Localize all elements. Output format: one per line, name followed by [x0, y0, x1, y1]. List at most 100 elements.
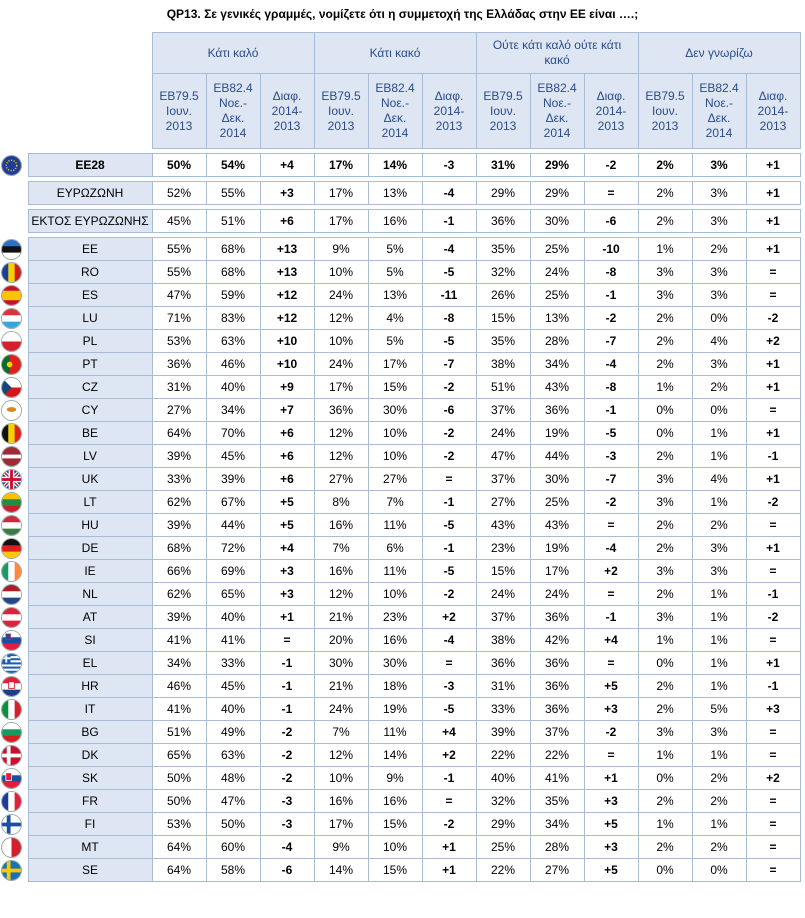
table-row: IT 41% 40% -1 24% 19% -5 33% 36% +3 2% 5% +3 — [0, 697, 801, 721]
diff-cell: +2 — [583, 559, 639, 583]
diff-cell: -4 — [259, 835, 315, 859]
table-row: LT 62% 67% +5 8% 7% -1 27% 25% -2 3% 1% -2 — [0, 490, 801, 514]
value-cell: 51% — [205, 209, 261, 233]
value-cell: 40% — [205, 605, 261, 629]
value-cell: 10% — [367, 444, 423, 468]
value-cell: 8% — [313, 490, 369, 514]
diff-cell: -7 — [583, 329, 639, 353]
diff-cell: -3 — [259, 789, 315, 813]
value-cell: 0% — [691, 306, 747, 330]
value-cell: 39% — [151, 444, 207, 468]
diff-cell: = — [745, 260, 801, 284]
value-cell: 41% — [151, 628, 207, 652]
diff-cell: +1 — [745, 153, 801, 177]
table-row: ΕΥΡΩΖΩΝΗ 52% 55% +3 17% 13% -4 29% 29% = 2% 3% +1 — [0, 181, 801, 205]
diff-cell: +6 — [259, 421, 315, 445]
value-cell: 63% — [205, 329, 261, 353]
diff-cell: +5 — [259, 513, 315, 537]
subheader-good-1: EB82.4 Νοε.- Δεκ. 2014 — [205, 73, 261, 149]
value-cell: 29% — [475, 812, 531, 836]
value-cell: 3% — [691, 536, 747, 560]
diff-cell: +1 — [745, 651, 801, 675]
value-cell: 9% — [313, 237, 369, 261]
value-cell: 3% — [691, 209, 747, 233]
diff-cell: -3 — [583, 444, 639, 468]
value-cell: 24% — [529, 582, 585, 606]
value-cell: 65% — [151, 743, 207, 767]
diff-cell: +1 — [745, 181, 801, 205]
value-cell: 27% — [151, 398, 207, 422]
value-cell: 16% — [367, 209, 423, 233]
value-cell: 63% — [205, 743, 261, 767]
lithuania-flag-icon — [1, 492, 21, 512]
row-label: PT — [27, 352, 153, 376]
value-cell: 17% — [313, 812, 369, 836]
value-cell: 3% — [691, 260, 747, 284]
denmark-flag-icon — [1, 745, 21, 765]
value-cell: 3% — [691, 153, 747, 177]
value-cell: 34% — [151, 651, 207, 675]
table-row: PL 53% 63% +10 10% 5% -5 35% 28% -7 2% 4% +2 — [0, 329, 801, 353]
value-cell: 62% — [151, 582, 207, 606]
row-label: MT — [27, 835, 153, 859]
value-cell: 2% — [637, 209, 693, 233]
value-cell: 31% — [151, 375, 207, 399]
value-cell: 1% — [691, 490, 747, 514]
value-cell: 59% — [205, 283, 261, 307]
row-label: BE — [27, 421, 153, 445]
value-cell: 36% — [529, 651, 585, 675]
diff-cell: = — [745, 283, 801, 307]
group-header-bad: Κάτι κακό — [313, 32, 477, 74]
value-cell: 1% — [691, 651, 747, 675]
value-cell: 62% — [151, 490, 207, 514]
value-cell: 64% — [151, 835, 207, 859]
value-cell: 54% — [205, 153, 261, 177]
group-header-neither: Ούτε κάτι καλό ούτε κάτι κακό — [475, 32, 639, 74]
results-table: Κάτι καλό Κάτι κακό Ούτε κάτι καλό ούτε … — [0, 32, 801, 882]
table-row: BE 64% 70% +6 12% 10% -2 24% 19% -5 0% 1% +1 — [0, 421, 801, 445]
diff-cell: +3 — [583, 835, 639, 859]
diff-cell: -2 — [745, 490, 801, 514]
diff-cell: = — [745, 858, 801, 882]
value-cell: 9% — [313, 835, 369, 859]
diff-cell: -6 — [259, 858, 315, 882]
diff-cell: +13 — [259, 260, 315, 284]
value-cell: 0% — [637, 766, 693, 790]
value-cell: 9% — [367, 766, 423, 790]
value-cell: 3% — [691, 559, 747, 583]
row-label: ΕΚΤΟΣ ΕΥΡΩΖΩΝΗΣ — [27, 209, 153, 233]
row-label: HU — [27, 513, 153, 537]
diff-cell: -4 — [421, 181, 477, 205]
diff-cell: +4 — [259, 536, 315, 560]
value-cell: 66% — [151, 559, 207, 583]
slovenia-flag-icon — [1, 630, 21, 650]
value-cell: 49% — [205, 720, 261, 744]
value-cell: 22% — [529, 743, 585, 767]
value-cell: 16% — [313, 513, 369, 537]
value-cell: 12% — [313, 444, 369, 468]
diff-cell: -1 — [421, 209, 477, 233]
diff-cell: +5 — [259, 490, 315, 514]
value-cell: 1% — [637, 812, 693, 836]
croatia-flag-icon — [1, 676, 21, 696]
value-cell: 55% — [151, 260, 207, 284]
diff-cell: -7 — [421, 352, 477, 376]
diff-cell: -2 — [583, 490, 639, 514]
value-cell: 1% — [691, 812, 747, 836]
row-label: SE — [27, 858, 153, 882]
table-row: UK 33% 39% +6 27% 27% = 37% 30% -7 3% 4% +1 — [0, 467, 801, 491]
row-label: BG — [27, 720, 153, 744]
value-cell: 30% — [529, 209, 585, 233]
value-cell: 35% — [475, 329, 531, 353]
value-cell: 46% — [151, 674, 207, 698]
subheader-dk-1: EB82.4 Νοε.- Δεκ. 2014 — [691, 73, 747, 149]
value-cell: 19% — [367, 697, 423, 721]
value-cell: 1% — [637, 628, 693, 652]
value-cell: 5% — [367, 237, 423, 261]
value-cell: 22% — [475, 743, 531, 767]
table-row: EL 34% 33% -1 30% 30% = 36% 36% = 0% 1% +1 — [0, 651, 801, 675]
value-cell: 28% — [529, 835, 585, 859]
value-cell: 47% — [151, 283, 207, 307]
diff-cell: +1 — [745, 536, 801, 560]
value-cell: 68% — [205, 260, 261, 284]
